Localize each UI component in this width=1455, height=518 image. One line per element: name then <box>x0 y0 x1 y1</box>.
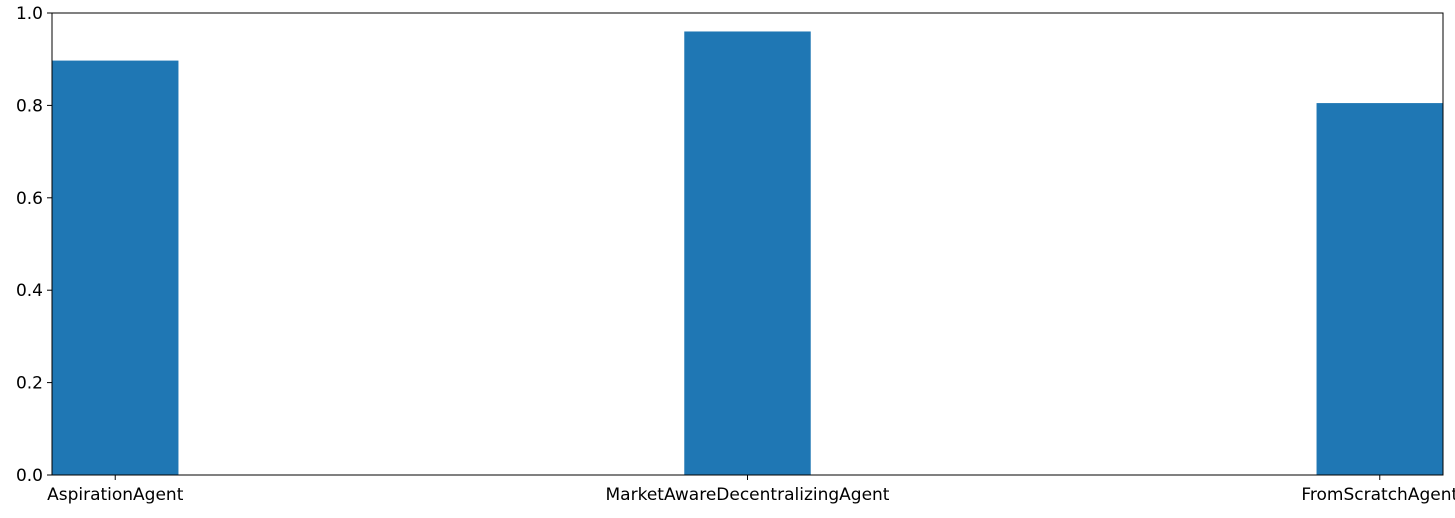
x-tick-label: FromScratchAgent <box>1301 485 1455 505</box>
bar-AspirationAgent <box>52 60 179 475</box>
y-tick-label: 0.6 <box>16 189 43 209</box>
x-axis: AspirationAgent MarketAwareDecentralizing… <box>47 475 1455 505</box>
bar-FromScratchAgent <box>1316 103 1443 475</box>
plot-frame <box>51 12 1444 476</box>
y-tick-label: 0.0 <box>16 466 43 486</box>
x-tick-label: MarketAwareDecentralizingAgent <box>606 485 890 505</box>
y-tick-label: 0.4 <box>16 281 43 301</box>
y-tick-label: 0.8 <box>16 96 43 116</box>
bars-group <box>52 31 1443 475</box>
y-tick-label: 0.2 <box>16 374 43 394</box>
x-tick-label: AspirationAgent <box>47 485 184 505</box>
y-axis: 0.0 0.2 0.4 0.6 0.8 1.0 <box>16 4 52 486</box>
bar-MarketAwareDecentralizingAgent <box>684 31 811 475</box>
y-tick-label: 1.0 <box>16 4 43 24</box>
